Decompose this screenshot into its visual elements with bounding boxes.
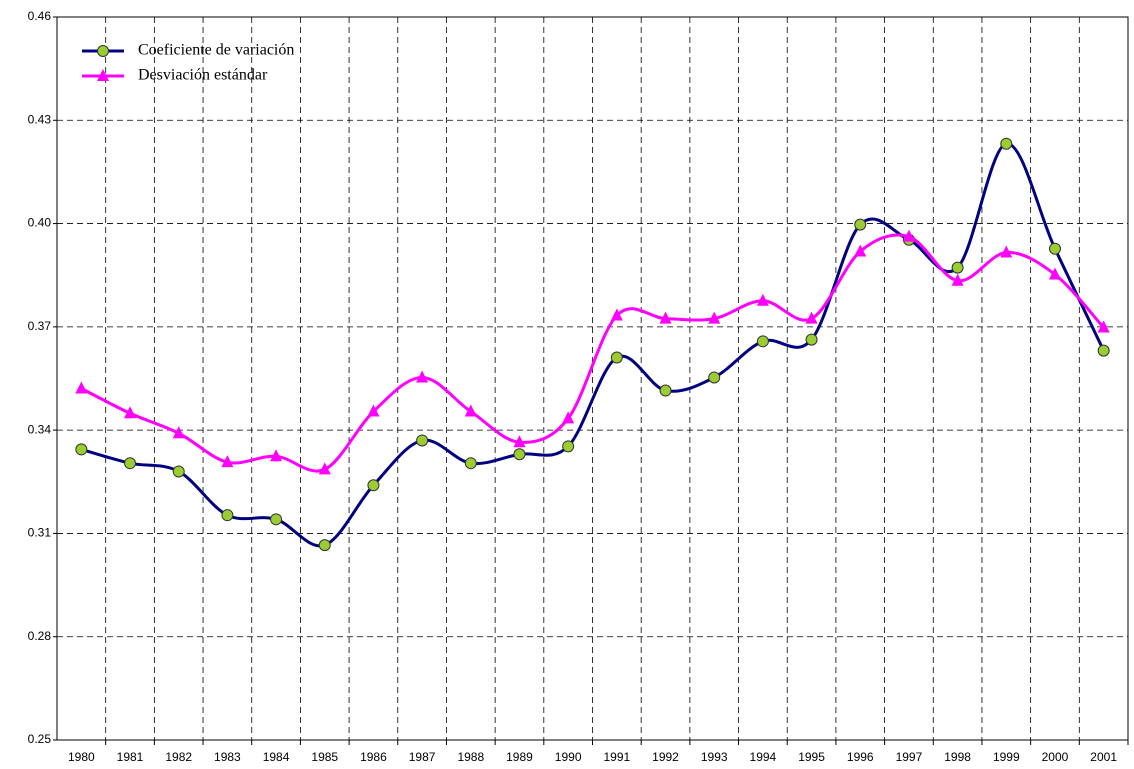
marker: [172, 426, 185, 439]
marker: [562, 411, 575, 424]
x-tick-label: 1995: [798, 750, 825, 764]
marker: [951, 273, 964, 286]
x-tick-label: 1985: [311, 750, 338, 764]
marker: [124, 457, 137, 470]
marker: [805, 333, 818, 346]
y-tick-label: 0.34: [28, 422, 52, 436]
marker: [221, 509, 234, 522]
y-tick-label: 0.31: [28, 526, 52, 540]
x-tick-label: 1989: [506, 750, 533, 764]
y-tick-label: 0.25: [28, 732, 52, 746]
marker: [659, 384, 672, 397]
marker: [318, 539, 331, 552]
x-tick-label: 1988: [457, 750, 484, 764]
marker: [513, 448, 526, 461]
marker: [1000, 137, 1013, 150]
legend-label: Desviación estándar: [138, 67, 268, 84]
marker: [367, 404, 380, 417]
marker: [756, 293, 769, 306]
marker: [1000, 245, 1013, 258]
x-tick-label: 1982: [165, 750, 192, 764]
marker: [854, 218, 867, 231]
marker: [221, 455, 234, 468]
marker: [464, 457, 477, 470]
marker: [1048, 242, 1061, 255]
marker: [75, 443, 88, 456]
marker: [610, 308, 623, 321]
marker: [416, 370, 429, 383]
y-tick-label: 0.37: [28, 319, 52, 333]
x-tick-label: 1990: [555, 750, 582, 764]
marker: [172, 465, 185, 478]
x-tick-label: 1997: [896, 750, 923, 764]
x-tick-label: 1986: [360, 750, 387, 764]
marker: [708, 311, 721, 324]
x-tick-label: 1999: [993, 750, 1020, 764]
x-tick-label: 1980: [68, 750, 95, 764]
x-tick-label: 1992: [652, 750, 679, 764]
marker: [805, 311, 818, 324]
marker: [513, 435, 526, 448]
marker: [416, 434, 429, 447]
marker: [1048, 267, 1061, 280]
x-tick-label: 1987: [409, 750, 436, 764]
marker: [902, 229, 915, 242]
marker: [270, 449, 283, 462]
x-tick-label: 1993: [701, 750, 728, 764]
x-tick-label: 1994: [750, 750, 777, 764]
marker: [562, 440, 575, 453]
marker: [610, 351, 623, 364]
marker: [270, 513, 283, 526]
legend-label: Coeficiente de variación: [138, 42, 294, 59]
marker: [708, 371, 721, 384]
marker: [75, 381, 88, 394]
x-tick-label: 1998: [944, 750, 971, 764]
x-tick-label: 2001: [1090, 750, 1117, 764]
x-tick-label: 1981: [117, 750, 144, 764]
marker: [318, 462, 331, 475]
legend-marker: [97, 45, 109, 57]
marker: [854, 244, 867, 257]
marker: [951, 261, 964, 274]
series-line: [80, 142, 1106, 548]
x-tick-label: 1983: [214, 750, 241, 764]
y-tick-label: 0.28: [28, 629, 52, 643]
series-line: [80, 233, 1105, 473]
x-tick-label: 1991: [603, 750, 630, 764]
marker: [1097, 344, 1110, 357]
y-tick-label: 0.40: [28, 216, 52, 230]
marker: [756, 335, 769, 348]
marker: [1097, 320, 1110, 333]
y-tick-label: 0.46: [28, 9, 52, 23]
x-tick-label: 1996: [847, 750, 874, 764]
marker: [659, 311, 672, 324]
y-tick-label: 0.43: [28, 112, 52, 126]
legend-marker: [97, 69, 109, 81]
plot-frame: [56, 16, 1129, 741]
marker: [464, 404, 477, 417]
marker: [124, 406, 137, 419]
x-tick-label: 1984: [263, 750, 290, 764]
marker: [367, 479, 380, 492]
x-tick-label: 2000: [1042, 750, 1069, 764]
